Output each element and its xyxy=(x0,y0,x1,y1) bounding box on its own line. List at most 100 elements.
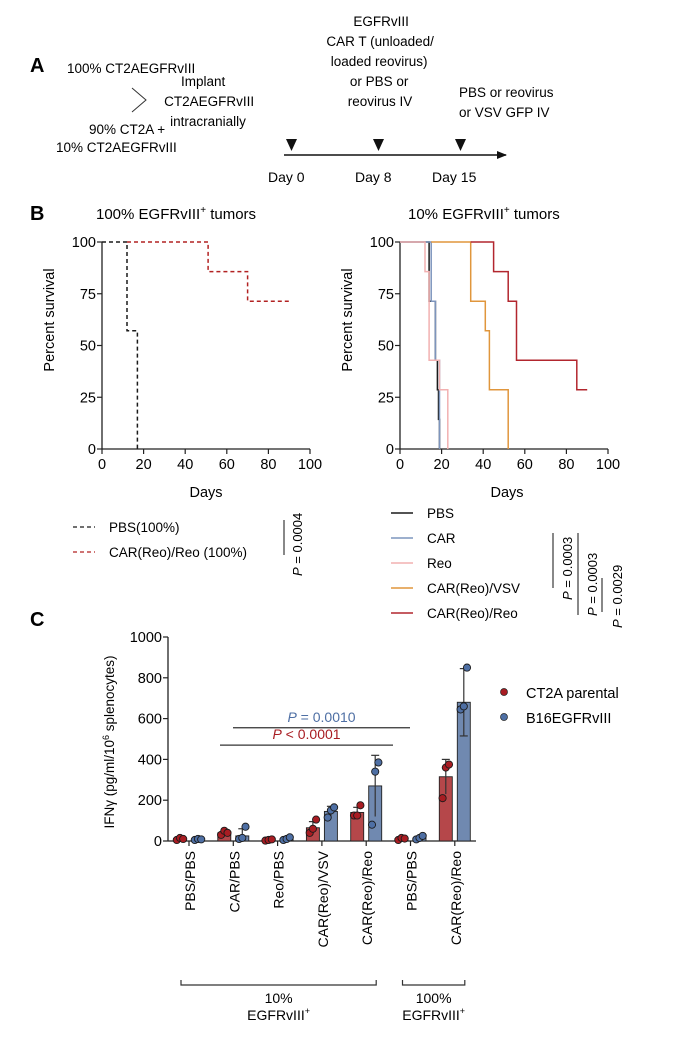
y-tick-label: 1000 xyxy=(130,630,162,646)
legend-item-car-reo-vsv: CAR(Reo)/VSV xyxy=(391,581,520,596)
y-tick-label: 50 xyxy=(80,339,96,355)
stat-pvalue: P = 0.0003 xyxy=(585,553,600,616)
data-point xyxy=(400,834,409,843)
x-tick-label: 0 xyxy=(98,457,106,473)
data-point xyxy=(459,702,468,711)
y-tick-label: 50 xyxy=(378,339,394,355)
y-tick-label: 75 xyxy=(378,287,394,303)
legend-item-car-reo-reo-100: CAR(Reo)/Reo (100%) xyxy=(73,545,247,560)
x-tick-label: 60 xyxy=(219,457,235,473)
data-point xyxy=(418,831,427,840)
x-tick-label: CAR/PBS xyxy=(226,851,242,912)
y-tick-label: 25 xyxy=(378,390,394,406)
km-plot-10pct: 10% EGFRvIII+ tumors Percent survival Da… xyxy=(340,205,620,501)
y-tick-label: 400 xyxy=(138,752,162,768)
legend-label: B16EGFRvIII xyxy=(526,711,611,727)
data-point xyxy=(267,835,276,844)
comparison-pvalue: P < 0.0001 xyxy=(272,726,340,742)
group-bracket xyxy=(401,980,466,986)
comparison-pvalue: P = 0.0010 xyxy=(287,709,355,725)
data-point xyxy=(356,801,365,810)
legend-label: CAR(Reo)/VSV xyxy=(427,581,520,596)
group-10pct-label: 10% CT2AEGFRvIII xyxy=(56,140,177,155)
x-tick-label: 20 xyxy=(136,457,152,473)
legend-label: PBS xyxy=(427,506,454,521)
merge-chevron xyxy=(131,87,147,113)
day15-treatment-label: PBS or reovirus or VSV GFP IV xyxy=(459,85,557,120)
data-point xyxy=(241,822,250,831)
x-tick-label: 80 xyxy=(558,457,574,473)
legend-label: Reo xyxy=(427,556,452,571)
y-tick-label: 25 xyxy=(80,390,96,406)
km-curve-reo xyxy=(400,241,449,449)
x-tick-label: 100 xyxy=(298,457,322,473)
data-point xyxy=(312,815,321,824)
data-point xyxy=(330,803,339,812)
km-10pct-legend: PBS CAR Reo CAR(Reo)/VSV CAR(Reo)/Reo xyxy=(391,506,520,621)
km-10pct-ylabel: Percent survival xyxy=(340,268,356,371)
y-tick-label: 600 xyxy=(138,712,162,728)
y-tick-label: 75 xyxy=(80,287,96,303)
km-100pct-xlabel: Days xyxy=(189,485,222,501)
km-plot-100pct: 100% EGFRvIII+ tumors Percent survival D… xyxy=(42,205,322,501)
x-tick-label: CAR(Reo)/Reo xyxy=(448,851,464,945)
group-label-line2: EGFRvIII+ xyxy=(402,1006,465,1023)
group-label-line1: 10% xyxy=(265,990,293,1006)
legend-item-pbs-100: PBS(100%) xyxy=(73,520,180,535)
legend-item-car: CAR xyxy=(391,531,456,546)
km-curve-car-reo-vsv xyxy=(431,241,509,449)
data-point xyxy=(374,758,383,767)
day8-treatment-label: EGFRvIII CAR T (unloaded/ loaded reoviru… xyxy=(326,14,437,109)
legend-marker xyxy=(500,688,508,696)
x-tick-label: CAR(Reo)/VSV xyxy=(315,850,331,947)
timepoint-day0: Day 0 xyxy=(268,169,305,185)
panel-label-b: B xyxy=(30,203,44,225)
x-tick-label: Reo/PBS xyxy=(271,851,287,909)
stat-pvalue: P = 0.0004 xyxy=(290,513,305,576)
bar-ylabel: IFNγ (pg/ml/106 splenocytes) xyxy=(101,655,117,828)
km-curve-pbs-100 xyxy=(102,241,139,449)
km-10pct-xlabel: Days xyxy=(490,485,523,501)
y-tick-label: 100 xyxy=(370,235,394,251)
km-curve-pbs xyxy=(400,241,441,449)
day15-marker-icon xyxy=(455,139,466,151)
legend-label: CAR(Reo)/Reo xyxy=(427,606,518,621)
stat-pvalue: P = 0.0029 xyxy=(610,565,625,628)
data-point xyxy=(308,824,317,833)
data-point xyxy=(197,835,206,844)
legend-label: CT2A parental xyxy=(526,686,619,702)
legend-item-car-reo-reo: CAR(Reo)/Reo xyxy=(391,606,518,621)
km-curve-car xyxy=(400,241,441,449)
y-tick-label: 0 xyxy=(386,442,394,458)
day0-marker-icon xyxy=(286,139,297,151)
x-tick-label: 100 xyxy=(596,457,620,473)
legend-label: PBS(100%) xyxy=(109,520,180,535)
group-100pct-label: 100% CT2AEGFRvIII xyxy=(67,61,195,76)
data-point xyxy=(371,767,380,776)
data-point xyxy=(223,828,232,837)
data-point xyxy=(367,820,377,829)
panel-a: A 100% CT2AEGFRvIII 90% CT2A + 10% CT2AE… xyxy=(30,14,557,185)
data-point xyxy=(323,813,332,822)
x-tick-label: 0 xyxy=(396,457,404,473)
data-point xyxy=(353,811,362,820)
legend-item-pbs: PBS xyxy=(391,506,454,521)
legend-label: CAR xyxy=(427,531,456,546)
stat-pvalue: P = 0.0003 xyxy=(560,537,575,600)
panel-b: B 100% EGFRvIII+ tumors Percent survival… xyxy=(30,203,625,628)
x-tick-label: 40 xyxy=(177,457,193,473)
group-90pct-label: 90% CT2A + xyxy=(89,122,165,137)
km-100pct-title: 100% EGFRvIII+ tumors xyxy=(96,205,256,223)
x-tick-label: 60 xyxy=(517,457,533,473)
timepoint-day15: Day 15 xyxy=(432,169,477,185)
group-label-line1: 100% xyxy=(416,990,452,1006)
km-curve-car-reo-reo xyxy=(470,241,588,391)
bar-legend: CT2A parental B16EGFRvIII xyxy=(500,686,619,727)
group-bracket xyxy=(180,980,377,986)
data-point xyxy=(462,663,472,672)
y-tick-label: 0 xyxy=(154,834,162,850)
group-label-line2: EGFRvIII+ xyxy=(247,1006,310,1023)
km-10pct-title: 10% EGFRvIII+ tumors xyxy=(408,205,560,223)
data-point xyxy=(444,760,454,769)
